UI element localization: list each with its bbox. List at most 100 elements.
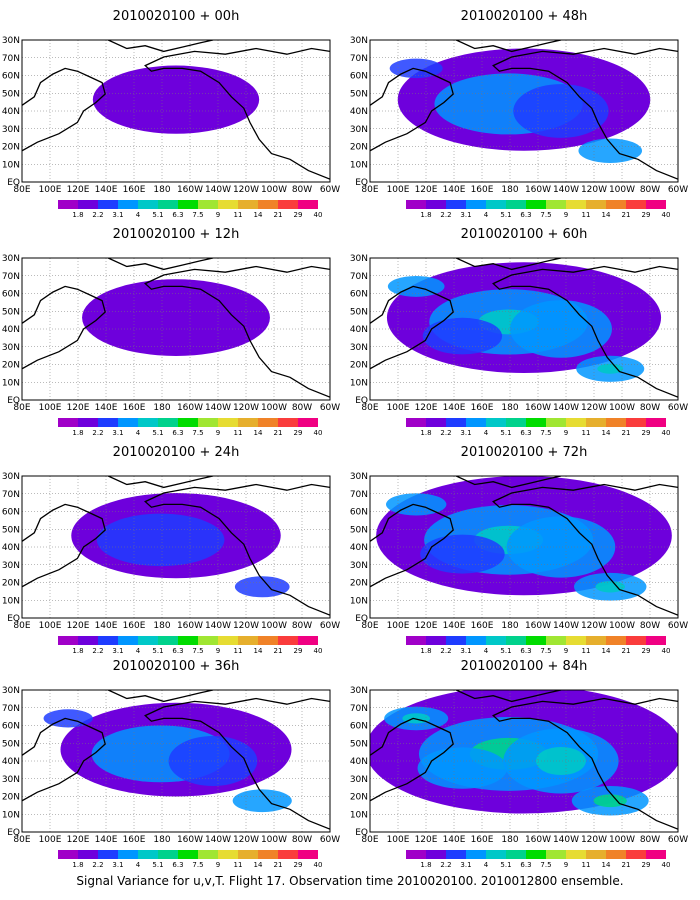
longitude-label: 160E — [471, 403, 494, 413]
latitude-label: 30N — [350, 775, 368, 785]
colorbar-cell — [298, 200, 318, 209]
longitude-label: 100E — [387, 185, 410, 195]
colorbar-cell — [238, 636, 258, 645]
latitude-label: 40N — [350, 543, 368, 553]
colorbar-label: 2.2 — [440, 647, 451, 655]
longitude-label: 160W — [525, 835, 551, 845]
colorbar-label: 4 — [136, 211, 141, 219]
colorbar-label: 4 — [136, 429, 141, 437]
longitude-label: 140E — [95, 835, 118, 845]
colorbar-label: 40 — [662, 211, 671, 219]
coastline — [107, 40, 214, 53]
longitude-label: 140E — [443, 621, 466, 631]
colorbar-cell — [278, 200, 298, 209]
colorbar-cell — [258, 418, 278, 427]
variance-region — [232, 789, 292, 813]
coastline — [107, 258, 214, 271]
figure-caption: Signal Variance for u,v,T. Flight 17. Ob… — [76, 874, 624, 888]
panel-title: 2010020100 + 36h — [113, 659, 240, 674]
latitude-label: 60N — [2, 508, 20, 518]
colorbar-label: 11 — [234, 211, 243, 219]
latitude-label: 10N — [350, 160, 368, 170]
latitude-label: 50N — [350, 89, 368, 99]
coastline — [144, 47, 330, 180]
colorbar-cell — [466, 200, 486, 209]
colorbar-cell — [526, 200, 546, 209]
colorbar-cell — [426, 636, 446, 645]
colorbar-label: 3.1 — [460, 861, 471, 869]
longitude-label: 120E — [415, 621, 438, 631]
longitude-label: 140E — [443, 403, 466, 413]
coastlines — [370, 476, 678, 616]
coastline — [107, 690, 214, 703]
panel-title: 2010020100 + 24h — [113, 445, 240, 460]
colorbar-label: 1.8 — [420, 861, 431, 869]
colorbar-label: 2.2 — [440, 861, 451, 869]
colorbar-label: 6.3 — [520, 861, 531, 869]
colorbar-label: 14 — [254, 429, 263, 437]
colorbar-label: 29 — [294, 211, 303, 219]
colorbar-cell — [566, 636, 586, 645]
colorbar-cell — [278, 636, 298, 645]
colorbar-cell — [566, 200, 586, 209]
longitude-label: 180 — [153, 621, 170, 631]
colorbar-cell — [238, 850, 258, 859]
longitude-label: 100E — [387, 835, 410, 845]
colorbar-cell — [626, 200, 646, 209]
longitude-label: 80W — [640, 621, 660, 631]
colorbar-cell — [466, 850, 486, 859]
longitude-label: 120W — [233, 185, 259, 195]
longitude-label: 100W — [261, 185, 287, 195]
colorbar-label: 21 — [622, 861, 631, 869]
colorbar-cell — [178, 636, 198, 645]
colorbar-cell — [118, 418, 138, 427]
coastline — [144, 483, 330, 616]
variance-region — [595, 581, 626, 593]
colorbar-label: 29 — [294, 647, 303, 655]
map-panel: 2010020100 + 24h 30N 70N 60N 50N 40N 30N 20N 10N… — [2, 445, 340, 655]
map-frame — [21, 689, 331, 833]
colorbar-cell — [606, 850, 626, 859]
latitude-label: 20N — [350, 793, 368, 803]
colorbar-label: 7.5 — [540, 429, 551, 437]
colorbar-cell — [586, 418, 606, 427]
variance-region — [92, 65, 260, 134]
colorbar-label: 4 — [484, 211, 489, 219]
colorbar-label: 9 — [564, 211, 568, 219]
colorbar-cell — [278, 418, 298, 427]
colorbar-cell — [606, 200, 626, 209]
colorbar-cell — [406, 418, 426, 427]
variance-region — [513, 84, 609, 138]
variance-region — [422, 317, 503, 355]
colorbar-cell — [158, 418, 178, 427]
latitude-label: 20N — [2, 579, 20, 589]
colorbar-cell — [58, 418, 78, 427]
colorbar-cell — [198, 636, 218, 645]
longitude-label: 60W — [668, 621, 688, 631]
colorbar-label: 3.1 — [112, 861, 123, 869]
coastline — [370, 503, 454, 588]
longitude-label: 120W — [581, 621, 607, 631]
panel-title: 2010020100 + 00h — [113, 9, 240, 24]
coastlines — [22, 40, 330, 180]
longitude-label: 160E — [471, 835, 494, 845]
colorbar-cell — [586, 850, 606, 859]
panel-title: 2010020100 + 72h — [461, 445, 588, 460]
coastline — [144, 697, 330, 830]
coastlines — [22, 258, 330, 398]
colorbar-cell — [78, 636, 98, 645]
colorbar-cell — [406, 636, 426, 645]
latitude-label: 70N — [2, 490, 20, 500]
colorbar-label: 40 — [314, 861, 323, 869]
colorbar-cell — [298, 418, 318, 427]
latitude-label: EQ — [7, 614, 20, 624]
longitude-label: 120E — [67, 185, 90, 195]
longitude-label: 100E — [387, 403, 410, 413]
colorbar-label: 6.3 — [520, 211, 531, 219]
colorbar-cell — [78, 200, 98, 209]
colorbar-label: 7.5 — [540, 861, 551, 869]
colorbar-cell — [98, 200, 118, 209]
latitude-label: 30N — [350, 686, 368, 696]
longitude-label: 100W — [609, 403, 635, 413]
latitude-label: 50N — [350, 307, 368, 317]
